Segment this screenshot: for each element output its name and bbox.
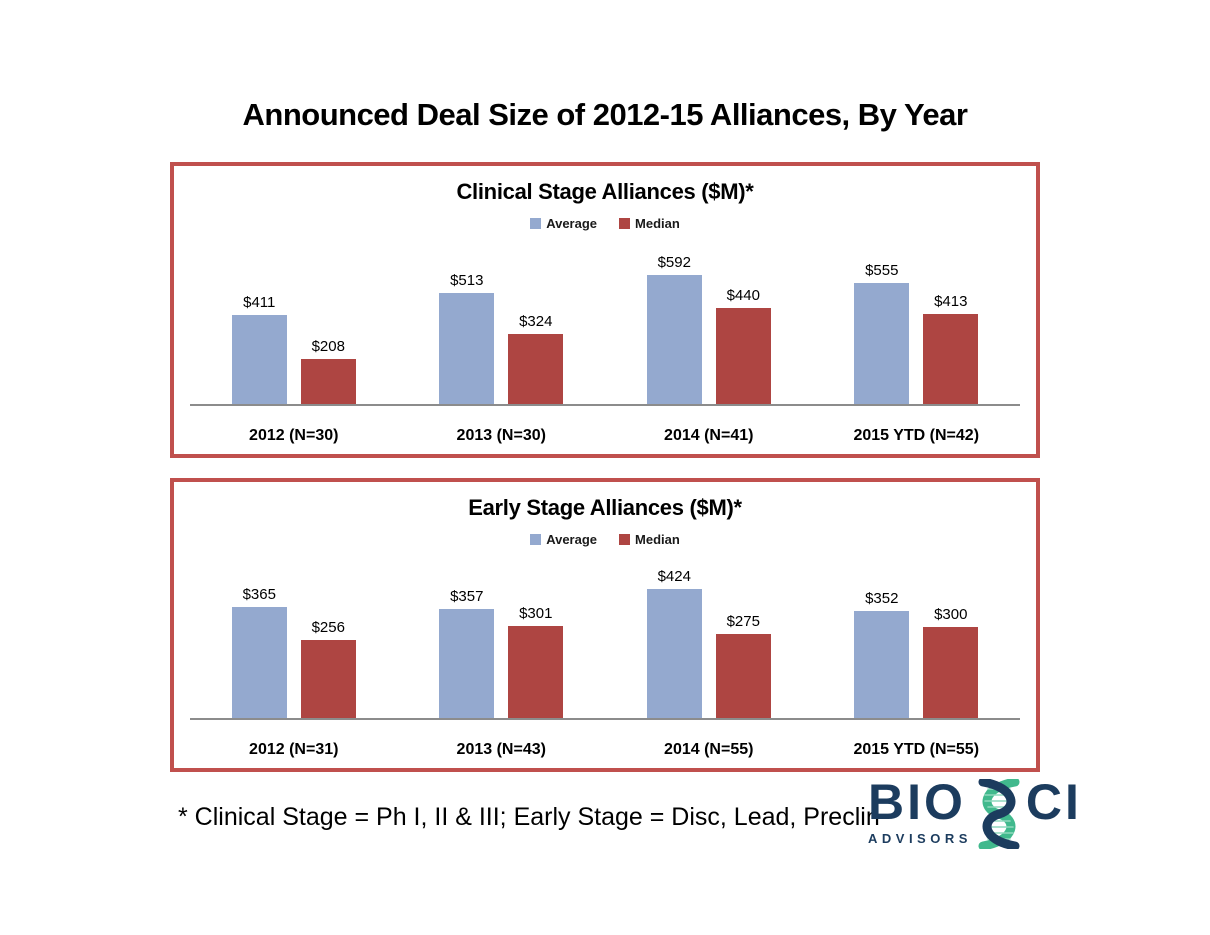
- median-bar: [300, 640, 356, 718]
- median-bar-column: $413: [923, 293, 979, 404]
- bar-value-label: $256: [311, 619, 345, 636]
- bar-group: $424 $275: [605, 568, 813, 718]
- early-stage-chart-panel: Early Stage Alliances ($M)* Average Medi…: [170, 478, 1040, 772]
- bar-value-label: $424: [657, 568, 691, 585]
- average-bar-column: $592: [646, 254, 702, 404]
- bar-value-label: $413: [934, 293, 968, 310]
- average-swatch-icon: [530, 218, 542, 229]
- bar-group: $592 $440: [605, 254, 813, 404]
- bar-value-label: $365: [242, 586, 276, 603]
- average-bar-column: $555: [854, 262, 910, 404]
- bar-group: $555 $413: [813, 254, 1021, 404]
- category-label: 2014 (N=55): [664, 741, 754, 758]
- average-bar: [231, 315, 287, 404]
- category-label: 2012 (N=31): [249, 741, 339, 758]
- bar-group: $365 $256: [190, 568, 398, 718]
- bar-value-label: $300: [934, 606, 968, 623]
- median-bar-column: $301: [508, 605, 564, 718]
- median-bar-column: $440: [715, 287, 771, 404]
- median-bar: [923, 314, 979, 404]
- clinical-stage-chart-panel: Clinical Stage Alliances ($M)* Average M…: [170, 162, 1040, 458]
- average-bar: [854, 611, 910, 718]
- average-swatch-icon: [530, 534, 542, 545]
- legend-item-median: Median: [619, 532, 680, 547]
- average-bar: [646, 275, 702, 404]
- legend-average-label: Average: [546, 216, 598, 231]
- bar-value-label: $208: [311, 338, 345, 355]
- legend: Average Median: [174, 216, 1036, 231]
- bar-group: $352 $300: [813, 568, 1021, 718]
- biosci-advisors-logo: BIO ADVISORS CI: [868, 774, 1082, 849]
- average-bar-column: $513: [439, 272, 495, 404]
- median-swatch-icon: [619, 218, 631, 229]
- category-label: 2013 (N=30): [456, 427, 546, 444]
- median-bar-column: $256: [300, 619, 356, 718]
- footnote: * Clinical Stage = Ph I, II & III; Early…: [178, 803, 880, 831]
- bar-value-label: $357: [450, 588, 484, 605]
- legend-item-average: Average: [530, 216, 597, 231]
- median-swatch-icon: [619, 534, 631, 545]
- legend-median-label: Median: [635, 532, 680, 547]
- median-bar-column: $300: [923, 606, 979, 718]
- legend: Average Median: [174, 532, 1036, 547]
- logo-text-bio: BIO: [868, 774, 966, 830]
- bar-value-label: $440: [726, 287, 760, 304]
- bar-value-label: $555: [865, 262, 899, 279]
- page-title: Announced Deal Size of 2012-15 Alliances…: [242, 97, 968, 132]
- median-bar-column: $208: [300, 338, 356, 404]
- category-label: 2014 (N=41): [664, 427, 754, 444]
- median-bar: [300, 359, 356, 404]
- bar-value-label: $275: [726, 613, 760, 630]
- category-label: 2012 (N=30): [249, 427, 339, 444]
- logo-text-ci: CI: [1025, 774, 1082, 830]
- median-bar: [508, 334, 564, 404]
- median-bar-column: $275: [715, 613, 771, 718]
- plot-area-early: $365 $256 $357 $301 $424 $275 $352 $300: [190, 568, 1020, 720]
- average-bar-column: $424: [646, 568, 702, 718]
- legend-item-median: Median: [619, 216, 680, 231]
- bar-value-label: $352: [865, 590, 899, 607]
- median-bar-column: $324: [508, 313, 564, 404]
- average-bar: [646, 589, 702, 718]
- average-bar: [439, 293, 495, 404]
- bar-group: $411 $208: [190, 254, 398, 404]
- bar-value-label: $592: [657, 254, 691, 271]
- average-bar-column: $352: [854, 590, 910, 718]
- bar-group: $357 $301: [398, 568, 606, 718]
- average-bar: [854, 283, 910, 404]
- bar-value-label: $411: [243, 294, 276, 311]
- bar-value-label: $324: [519, 313, 553, 330]
- chart-title-clinical: Clinical Stage Alliances ($M)*: [456, 179, 754, 204]
- category-label: 2015 YTD (N=55): [853, 741, 980, 758]
- legend-median-label: Median: [635, 216, 680, 231]
- chart-title-early: Early Stage Alliances ($M)*: [468, 495, 742, 520]
- bar-value-label: $301: [519, 605, 553, 622]
- dna-helix-icon: [978, 779, 1020, 849]
- median-bar: [508, 626, 564, 718]
- category-axis-early: 2012 (N=31) 2013 (N=43) 2014 (N=55) 2015 YT…: [190, 741, 1020, 759]
- median-bar: [715, 634, 771, 718]
- logo-text-advisors: ADVISORS: [868, 831, 972, 846]
- category-axis-clinical: 2012 (N=30) 2013 (N=30) 2014 (N=41) 2015 YT…: [190, 427, 1020, 445]
- median-bar: [715, 308, 771, 404]
- average-bar-column: $365: [231, 586, 287, 718]
- average-bar: [439, 609, 495, 718]
- legend-item-average: Average: [530, 532, 597, 547]
- category-label: 2013 (N=43): [456, 741, 546, 758]
- category-label: 2015 YTD (N=42): [853, 427, 980, 444]
- average-bar: [231, 607, 287, 718]
- average-bar-column: $411: [231, 294, 287, 404]
- legend-average-label: Average: [546, 532, 598, 547]
- logo-left-block: BIO ADVISORS: [868, 774, 972, 846]
- median-bar: [923, 627, 979, 718]
- bar-value-label: $513: [450, 272, 484, 289]
- bar-group: $513 $324: [398, 254, 606, 404]
- average-bar-column: $357: [439, 588, 495, 718]
- plot-area-clinical: $411 $208 $513 $324 $592 $440 $555 $413: [190, 254, 1020, 406]
